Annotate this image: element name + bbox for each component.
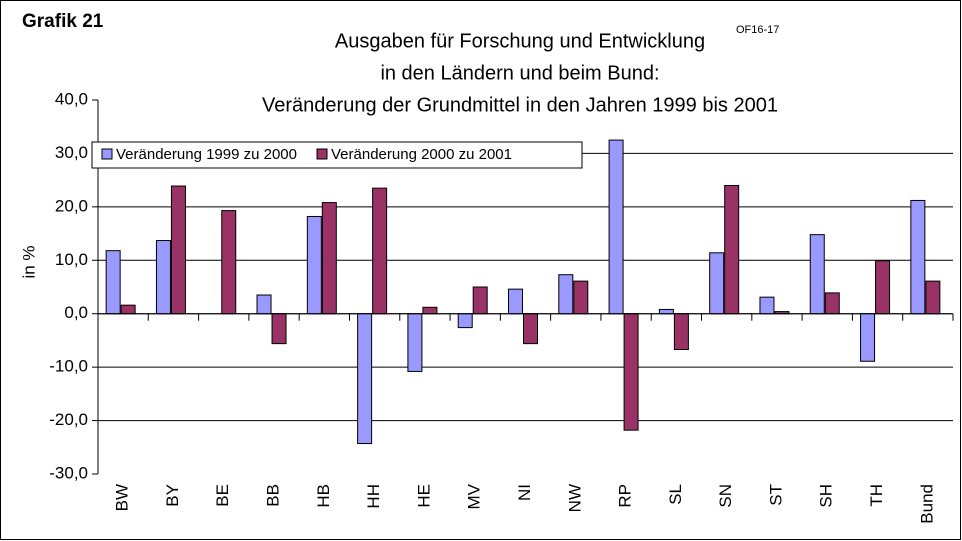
bar (558, 274, 574, 315)
bar (271, 313, 287, 345)
bar (357, 313, 373, 445)
x-tick-label: NI (515, 484, 534, 501)
chart-title: Veränderung der Grundmittel in den Jahre… (262, 94, 778, 116)
x-tick-label: HB (314, 484, 333, 508)
y-tick-label: 30,0 (55, 143, 88, 162)
bar (673, 313, 689, 351)
bar (875, 260, 891, 315)
bar (925, 280, 941, 315)
x-tick-label: SH (817, 484, 836, 508)
x-tick-label: BE (213, 484, 232, 507)
bar (623, 313, 639, 431)
bar (321, 202, 337, 315)
x-tick-label: Bund (917, 484, 936, 524)
bar (573, 280, 589, 315)
bar (105, 250, 121, 315)
x-tick-label: BB (264, 484, 283, 507)
y-tick-label: 0,0 (64, 303, 88, 322)
bar (472, 286, 488, 315)
y-tick-label: 10,0 (55, 250, 88, 269)
x-tick-label: BW (113, 484, 132, 511)
chart-label: Grafik 21 (22, 11, 104, 32)
bar (860, 313, 876, 362)
bar (910, 199, 926, 315)
bar (155, 240, 171, 315)
chart-title: in den Ländern und beim Bund: (380, 62, 659, 84)
x-tick-label: RP (616, 484, 635, 508)
y-tick-label: -10,0 (49, 357, 88, 376)
x-tick-label: HE (414, 484, 433, 508)
bar (221, 210, 237, 315)
legend-swatch (316, 148, 328, 160)
bar (824, 292, 840, 315)
y-axis-label: in % (19, 245, 38, 278)
bar (256, 294, 272, 315)
y-tick-label: -30,0 (49, 463, 88, 482)
legend-label: Veränderung 1999 zu 2000 (116, 146, 297, 163)
legend-swatch (101, 148, 113, 160)
x-tick-label: BY (163, 484, 182, 507)
bar (658, 308, 674, 315)
bar (120, 304, 136, 315)
bar (372, 187, 388, 315)
bar (709, 252, 725, 315)
y-tick-label: 20,0 (55, 196, 88, 215)
x-tick-label: TH (867, 484, 886, 507)
legend-label: Veränderung 2000 zu 2001 (331, 146, 512, 163)
bar (759, 296, 775, 315)
bar (170, 185, 186, 315)
bar (608, 139, 624, 315)
legend-box (91, 141, 583, 169)
x-tick-label: NW (565, 484, 584, 512)
bar (724, 184, 740, 315)
bar (508, 288, 523, 315)
x-tick-label: SL (666, 484, 685, 505)
x-tick-label: HH (364, 484, 383, 509)
bar (457, 313, 473, 329)
x-tick-label: SN (716, 484, 735, 508)
bar (422, 306, 438, 315)
x-tick-label: MV (465, 483, 484, 509)
y-tick-label: -20,0 (49, 410, 88, 429)
title-note: OF16-17 (736, 24, 779, 36)
bar (306, 215, 322, 315)
x-tick-label: ST (766, 484, 785, 506)
bar (809, 234, 825, 315)
bar (523, 313, 538, 345)
y-tick-label: 40,0 (55, 89, 88, 108)
chart-title: Ausgaben für Forschung und Entwicklung (335, 30, 705, 52)
bar (407, 313, 423, 372)
